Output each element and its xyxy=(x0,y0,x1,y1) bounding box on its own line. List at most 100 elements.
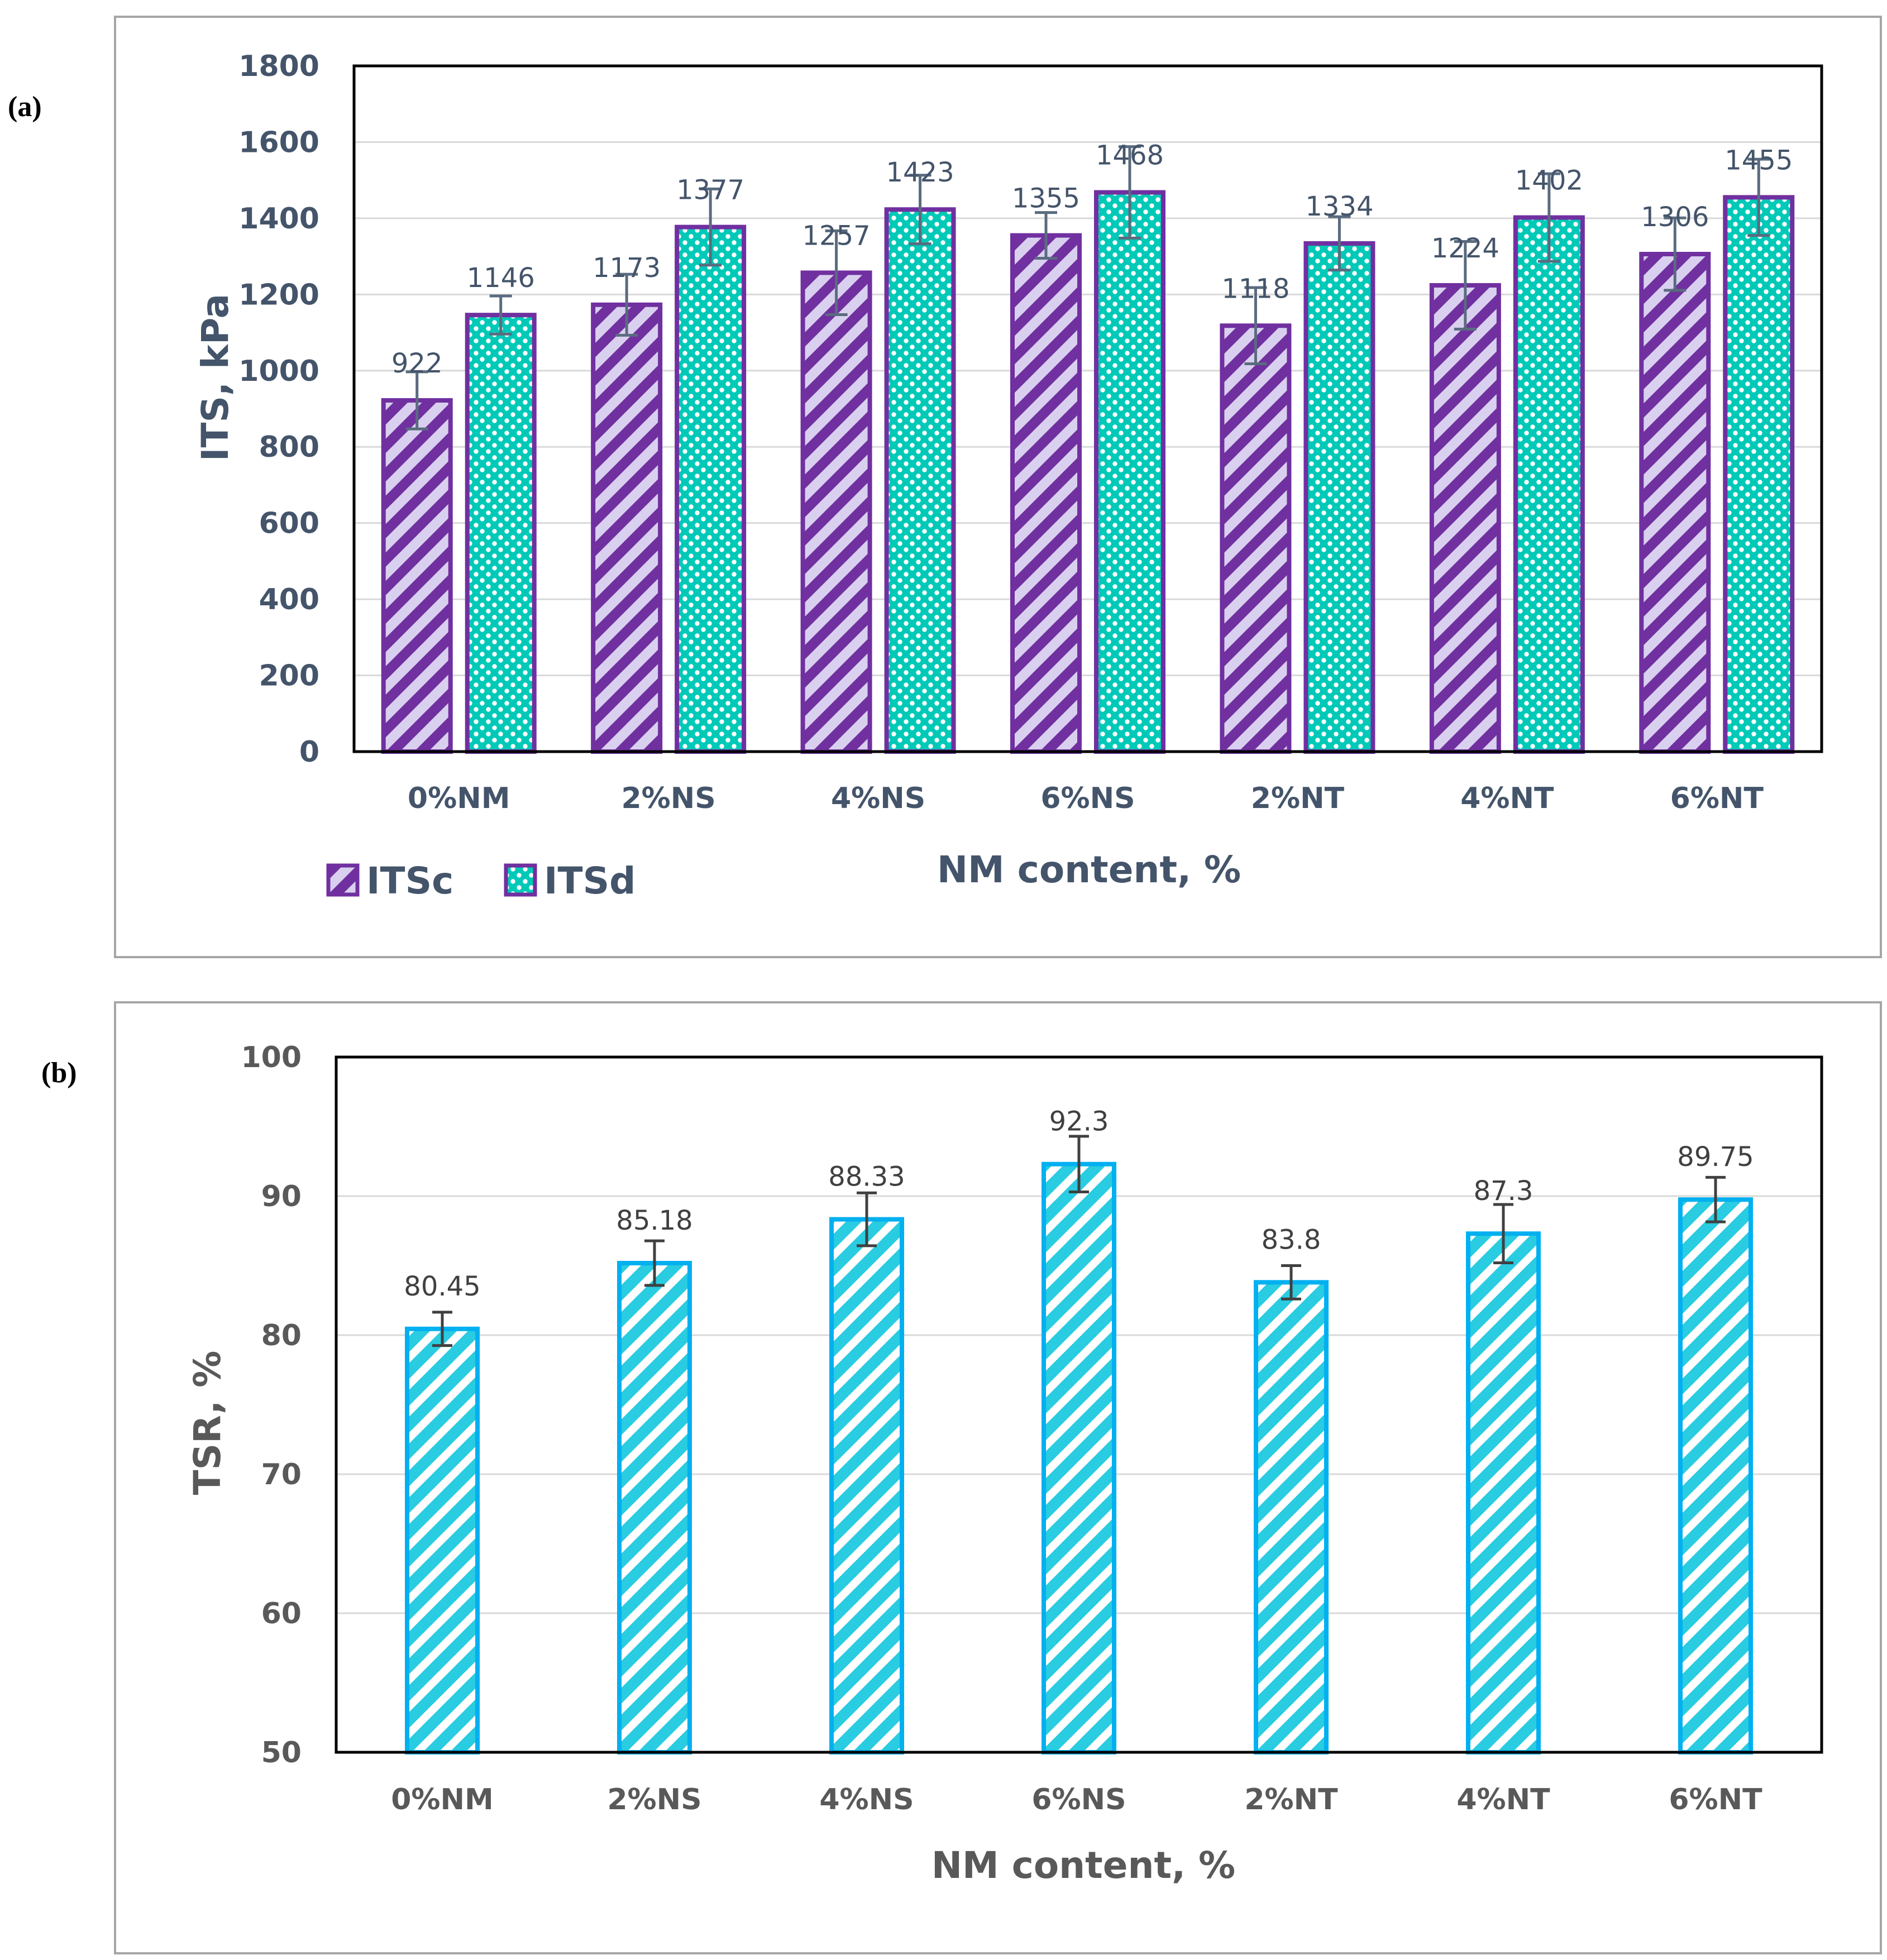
data-label-itsd-6pct-nt: 1455 xyxy=(1724,145,1793,176)
data-label-tsr-6pct-ns: 92.3 xyxy=(1049,1106,1109,1137)
tsr-x-axis-title: NM content, % xyxy=(931,1844,1235,1887)
data-label-tsr-0pct-nm: 80.45 xyxy=(404,1271,480,1302)
data-label-itsc-2pct-ns: 1173 xyxy=(593,252,661,284)
error-bar-tsr-0pct-nm xyxy=(432,1311,452,1347)
tsr-x-ticks: 0%NM 2%NS 4%NS 6%NS 2%NT 4%NT 6%NT xyxy=(391,1783,1762,1816)
bar-itsd-4pct-ns xyxy=(884,207,956,754)
its-error-bars xyxy=(405,145,1770,431)
its-plot-area xyxy=(352,64,1823,753)
its-y-tick-label: 1800 xyxy=(238,50,319,83)
data-label-itsd-0pct-nm: 1146 xyxy=(467,262,535,294)
bar-itsc-4pct-ns xyxy=(800,270,872,754)
tsr-x-tick-label-2pct-nt: 2%NT xyxy=(1244,1783,1338,1816)
its-x-tick-label-6pct-ns: 6%NS xyxy=(1040,782,1135,815)
legend-label-itsc: ITSc xyxy=(366,859,453,902)
data-label-tsr-6pct-nt: 89.75 xyxy=(1677,1141,1754,1173)
data-label-tsr-4pct-ns: 88.33 xyxy=(828,1161,905,1193)
tsr-y-tick-label: 90 xyxy=(261,1180,302,1213)
data-label-tsr-4pct-nt: 87.3 xyxy=(1474,1175,1534,1207)
data-label-itsd-2pct-ns: 1377 xyxy=(676,175,744,206)
data-label-itsc-6pct-ns: 1355 xyxy=(1012,183,1080,214)
tsr-y-tick-label: 70 xyxy=(261,1458,302,1491)
data-label-itsc-4pct-ns: 1257 xyxy=(802,220,870,251)
data-label-itsc-0pct-nm: 922 xyxy=(391,348,443,379)
its-y-tick-label: 1000 xyxy=(238,355,319,388)
its-x-tick-label-4pct-nt: 4%NT xyxy=(1460,782,1554,815)
tsr-y-ticks: 50 60 70 80 90 100 xyxy=(241,1041,302,1770)
its-x-ticks: 0%NM 2%NS 4%NS 6%NS 2%NT 4%NT 6%NT xyxy=(408,782,1764,815)
panel-a-frame xyxy=(114,16,1882,958)
its-y-tick-label: 1200 xyxy=(238,278,319,312)
data-label-itsd-6pct-ns: 1468 xyxy=(1096,140,1164,171)
its-y-tick-label: 1400 xyxy=(238,202,319,236)
its-y-tick-label: 800 xyxy=(259,431,319,464)
its-x-tick-label-0pct-nm: 0%NM xyxy=(408,782,510,815)
bar-tsr-6pct-ns xyxy=(1042,1161,1116,1755)
error-bar-itsc-6pct-nt xyxy=(1664,216,1687,292)
error-bar-itsc-2pct-ns xyxy=(615,273,638,337)
bar-itsc-6pct-nt xyxy=(1639,252,1711,754)
legend-item-itsd[interactable]: ITSd xyxy=(504,859,636,902)
tsr-x-tick-label-6pct-ns: 6%NS xyxy=(1031,1783,1126,1816)
error-bar-itsc-4pct-nt xyxy=(1454,240,1477,331)
data-label-itsc-6pct-nt: 1306 xyxy=(1641,202,1709,233)
tsr-error-bars xyxy=(432,1135,1726,1347)
its-gridlines xyxy=(354,141,1822,677)
data-label-itsc-4pct-nt: 1224 xyxy=(1431,233,1499,264)
its-data-labels: 922 1146 1173 1377 1257 1423 1355 1468 1118 1334 1… xyxy=(391,140,1793,379)
its-y-tick-label: 1600 xyxy=(238,126,319,159)
bar-itsd-2pct-nt xyxy=(1303,241,1375,754)
bar-itsc-4pct-nt xyxy=(1429,283,1501,754)
its-y-tick-label: 200 xyxy=(259,659,319,693)
error-bar-itsc-4pct-ns xyxy=(825,229,848,316)
error-bar-itsd-2pct-nt xyxy=(1328,215,1351,272)
error-bar-itsc-0pct-nm xyxy=(405,370,428,431)
data-label-itsd-2pct-nt: 1334 xyxy=(1305,191,1373,222)
tsr-x-tick-label-0pct-nm: 0%NM xyxy=(391,1783,494,1816)
tsr-bars xyxy=(405,1161,1753,1755)
bar-itsd-6pct-ns xyxy=(1094,190,1165,754)
error-bar-tsr-4pct-ns xyxy=(857,1191,877,1247)
legend-item-itsc[interactable]: ITSc xyxy=(326,859,453,902)
panel-label-b: (b) xyxy=(41,1057,77,1089)
tsr-x-tick-label-4pct-nt: 4%NT xyxy=(1456,1783,1550,1816)
its-y-axis-title: ITS, kPa xyxy=(194,294,237,461)
tsr-y-tick-label: 60 xyxy=(261,1597,302,1631)
bar-itsd-6pct-nt xyxy=(1723,195,1795,754)
its-chart: 0 200 400 600 800 1000 1200 1400 1600 1800 0%NM 2%… xyxy=(194,50,1823,902)
error-bar-tsr-4pct-nt xyxy=(1493,1203,1513,1265)
tsr-x-tick-label-6pct-nt: 6%NT xyxy=(1669,1783,1762,1816)
data-label-tsr-2pct-ns: 85.18 xyxy=(616,1205,692,1236)
legend: ITSc ITSd xyxy=(326,859,636,902)
bar-itsc-2pct-ns xyxy=(591,302,663,754)
error-bar-tsr-6pct-nt xyxy=(1706,1175,1726,1223)
legend-label-itsd: ITSd xyxy=(544,859,636,902)
its-y-ticks: 0 200 400 600 800 1000 1200 1400 1600 1800 xyxy=(238,50,319,769)
error-bar-itsd-4pct-nt xyxy=(1537,172,1560,263)
bar-itsc-2pct-nt xyxy=(1220,323,1292,754)
tsr-x-tick-label-4pct-ns: 4%NS xyxy=(819,1783,914,1816)
bar-tsr-4pct-nt xyxy=(1466,1231,1541,1755)
panel-b-frame xyxy=(114,1001,1882,1954)
bar-tsr-2pct-nt xyxy=(1254,1280,1329,1755)
tsr-chart: 50 60 70 80 90 100 0%NM 2%NS 4%NS 6%NS 2%NT 4%NT 6%… xyxy=(186,1041,1823,1887)
bar-itsc-6pct-ns xyxy=(1010,233,1082,754)
tsr-y-tick-label: 100 xyxy=(241,1041,302,1074)
its-x-tick-label-6pct-nt: 6%NT xyxy=(1670,782,1764,815)
data-label-itsc-2pct-nt: 1118 xyxy=(1221,273,1289,304)
its-y-tick-label: 0 xyxy=(299,735,319,769)
bar-tsr-6pct-nt xyxy=(1678,1197,1753,1755)
bar-tsr-4pct-ns xyxy=(829,1217,904,1755)
its-x-tick-label-4pct-ns: 4%NS xyxy=(831,782,925,815)
data-label-itsd-4pct-nt: 1402 xyxy=(1515,165,1583,197)
panel-label-a: (a) xyxy=(8,91,42,123)
error-bar-itsd-0pct-nm xyxy=(489,294,512,336)
data-label-tsr-2pct-nt: 83.8 xyxy=(1262,1224,1321,1255)
error-bar-itsd-6pct-ns xyxy=(1119,145,1141,240)
its-y-tick-label: 400 xyxy=(259,583,319,616)
its-y-tick-label: 600 xyxy=(259,507,319,541)
error-bar-tsr-2pct-nt xyxy=(1281,1264,1301,1301)
error-bar-itsd-2pct-ns xyxy=(699,187,722,267)
bar-itsd-4pct-nt xyxy=(1513,215,1585,754)
